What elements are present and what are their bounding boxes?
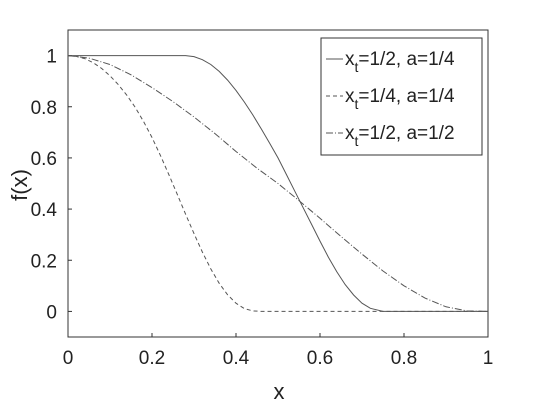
- legend-label-rest: =1/2, a=1/2: [358, 123, 454, 144]
- x-axis-label: x: [274, 379, 285, 404]
- x-tick-label: 0.2: [139, 348, 165, 369]
- x-axis-ticks: 0 0.2 0.4 0.6 0.8 1: [63, 333, 494, 369]
- y-tick-label: 0: [46, 302, 57, 323]
- series-line-1: [68, 55, 488, 312]
- legend-box: [320, 37, 483, 156]
- series-line-3: [67, 55, 489, 312]
- legend-label-main: x: [345, 86, 355, 107]
- y-tick-label: 0.8: [31, 98, 57, 119]
- x-tick-label: 0: [63, 348, 74, 369]
- legend-label-2: xt=1/4, a=1/4: [345, 86, 455, 112]
- x-tick-label: 0.4: [223, 348, 250, 369]
- y-axis-ticks: 0 0.2 0.4 0.6 0.8 1: [31, 47, 72, 323]
- x-tick-label: 0.8: [391, 348, 417, 369]
- x-tick-label: 0.6: [307, 348, 333, 369]
- y-tick-label: 1: [46, 47, 57, 68]
- series-lines: [67, 55, 489, 312]
- legend-label-3: xt=1/2, a=1/2: [345, 123, 455, 149]
- legend-label-subscript: t: [355, 96, 359, 112]
- y-tick-label: 0.2: [31, 251, 57, 272]
- legend-label-rest: =1/4, a=1/4: [358, 86, 455, 107]
- series-line-2: [67, 55, 488, 312]
- y-tick-label: 0.4: [31, 200, 58, 221]
- legend-label-1: xt=1/2, a=1/4: [345, 49, 455, 75]
- legend-label-main: x: [345, 123, 355, 144]
- legend-label-subscript: t: [355, 133, 359, 149]
- legend-label-rest: =1/2, a=1/4: [358, 49, 455, 70]
- legend-label-main: x: [345, 49, 355, 70]
- y-tick-label: 0.6: [31, 149, 57, 170]
- legend: xt=1/2, a=1/4xt=1/4, a=1/4xt=1/2, a=1/2: [320, 37, 483, 156]
- y-axis-label: f(x): [7, 169, 32, 201]
- x-tick-label: 1: [483, 348, 494, 369]
- legend-label-subscript: t: [355, 59, 359, 75]
